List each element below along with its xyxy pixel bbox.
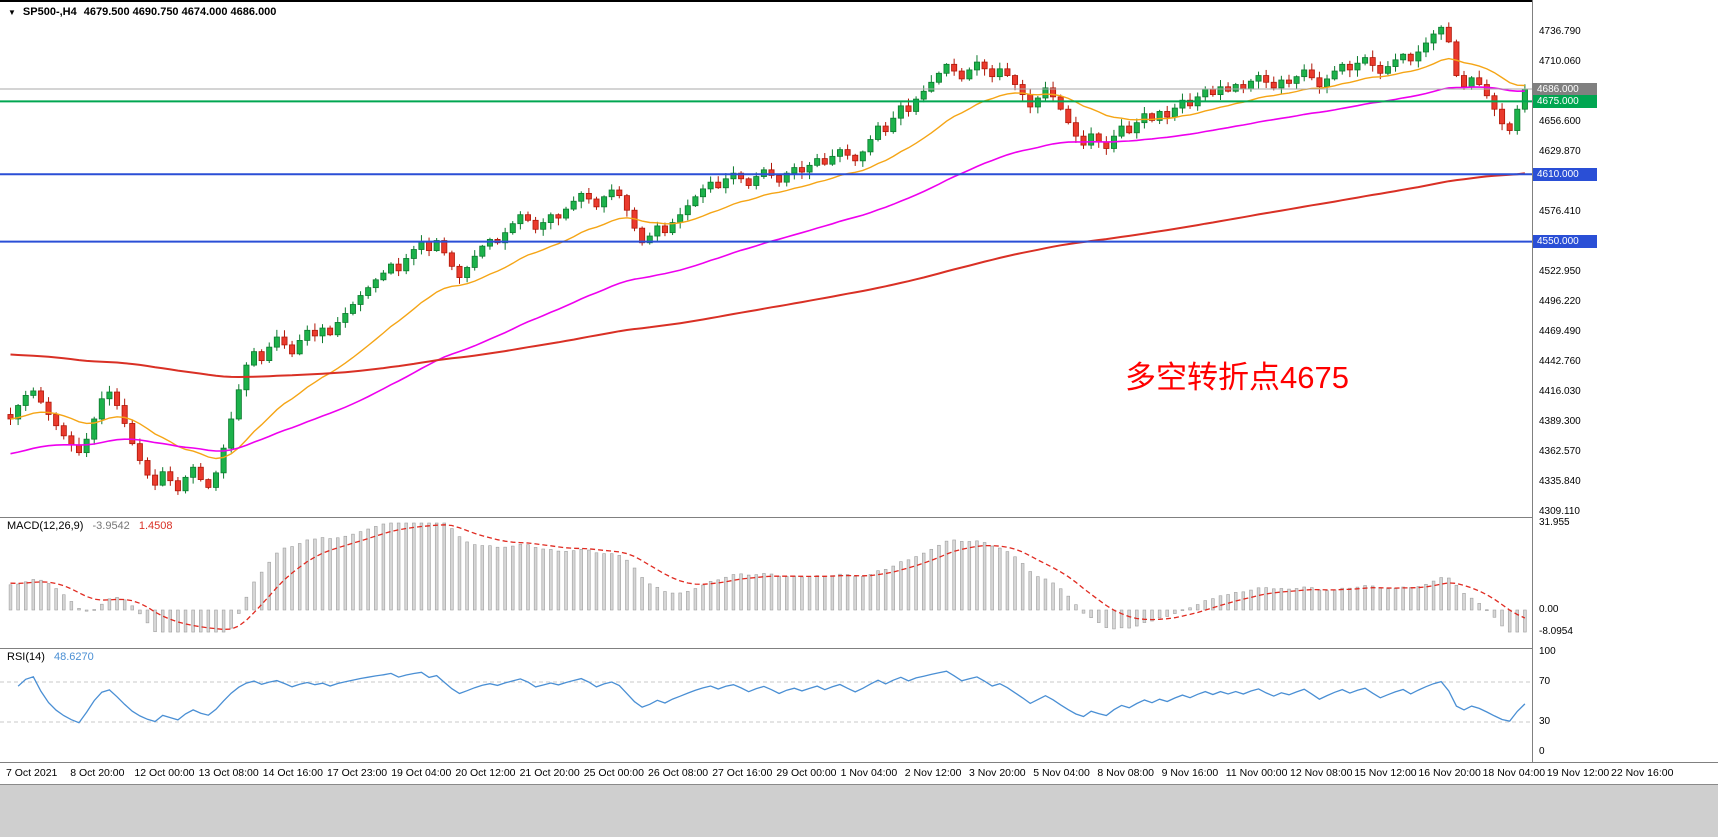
- price-axis-label: 4309.110: [1539, 506, 1580, 517]
- time-axis-label: 29 Oct 00:00: [776, 767, 837, 779]
- window-top-edge: [0, 0, 1718, 2]
- macd-pane: [8, 522, 1527, 633]
- ma-fast-line: [10, 57, 1525, 460]
- horizontal-levels-layer: [0, 88, 1532, 243]
- candles-layer: [7, 22, 1528, 495]
- quote-ohlc: 4679.500 4690.750 4674.000 4686.000: [83, 6, 277, 18]
- macd-scale-label: -8.0954: [1539, 626, 1573, 638]
- time-axis-label: 12 Nov 08:00: [1290, 767, 1353, 779]
- annotation-text: 多空转折点4675: [1125, 360, 1349, 395]
- time-axis-label: 19 Oct 04:00: [391, 767, 452, 779]
- price-level-box: 4550.000: [1533, 235, 1597, 249]
- time-axis-label: 21 Oct 20:00: [519, 767, 580, 779]
- time-axis-label: 18 Nov 04:00: [1482, 767, 1546, 779]
- bottom-strip: [0, 784, 1718, 837]
- time-axis-label: 25 Oct 00:00: [583, 767, 644, 779]
- price-axis-label: 4416.030: [1539, 386, 1581, 397]
- price-axis[interactable]: 4736.790 4710.060 4656.600 4629.870 4576.410…: [1533, 0, 1718, 762]
- price-axis-label: 4656.600: [1539, 116, 1581, 127]
- macd-name: MACD(12,26,9): [7, 520, 84, 532]
- time-axis-label: 15 Nov 12:00: [1354, 767, 1417, 779]
- time-axis-label: 7 Oct 2021: [6, 767, 58, 779]
- rsi-line: [17, 670, 1526, 724]
- rsi-scale-label: 70: [1539, 676, 1551, 687]
- time-axis-label: 22 Nov 16:00: [1611, 767, 1674, 779]
- price-axis-label: 4496.220: [1539, 296, 1581, 307]
- price-level-box: 4686.000: [1533, 82, 1597, 96]
- rsi-value: 48.6270: [53, 651, 94, 663]
- quote-header: ▼ SP500-,H4 4679.500 4690.750 4674.000 4…: [8, 6, 276, 18]
- price-axis-label: 4442.760: [1539, 356, 1581, 367]
- time-axis-label: 19 Nov 12:00: [1546, 767, 1610, 779]
- time-axis-label: 2 Nov 12:00: [904, 767, 962, 779]
- price-axis-label: 4629.870: [1539, 146, 1581, 157]
- macd-indicator-label: MACD(12,26,9) -3.9542 1.4508: [7, 520, 173, 532]
- time-axis-label: 20 Oct 12:00: [455, 767, 516, 779]
- time-axis-label: 5 Nov 04:00: [1033, 767, 1090, 779]
- symbol-timeframe: SP500-,H4: [22, 6, 77, 18]
- time-axis-label: 16 Nov 20:00: [1418, 767, 1481, 779]
- pane-separators: [0, 0, 1718, 763]
- time-axis-label: 26 Oct 08:00: [648, 767, 709, 779]
- rsi-scale-label: 30: [1539, 716, 1551, 727]
- price-axis-label: 4522.950: [1539, 266, 1581, 277]
- time-axis-label: 14 Oct 16:00: [262, 767, 323, 779]
- time-axis-label: 8 Oct 20:00: [70, 767, 125, 779]
- rsi-scale-label: 100: [1539, 646, 1556, 657]
- macd-signal-line: [10, 524, 1526, 631]
- price-axis-label: 4389.300: [1539, 416, 1581, 427]
- rsi-name: RSI(14): [7, 651, 45, 663]
- macd-signal-value: 1.4508: [138, 520, 173, 532]
- time-axis-label: 12 Oct 00:00: [134, 767, 195, 779]
- time-axis-label: 3 Nov 20:00: [969, 767, 1026, 779]
- macd-main-value: -3.9542: [92, 520, 130, 532]
- time-axis-label: 27 Oct 16:00: [712, 767, 773, 779]
- price-axis-label: 4576.410: [1539, 206, 1581, 217]
- time-axis-label: 8 Nov 08:00: [1097, 767, 1155, 779]
- macd-scale-label: 0.00: [1539, 604, 1559, 615]
- rsi-pane: [0, 670, 1532, 724]
- macd-histogram: [8, 522, 1527, 633]
- price-pane: [0, 22, 1532, 495]
- price-level-box: 4610.000: [1533, 167, 1597, 181]
- time-axis-label: 13 Oct 08:00: [198, 767, 259, 779]
- rsi-indicator-label: RSI(14) 48.6270: [7, 651, 94, 663]
- price-axis-label: 4362.570: [1539, 446, 1581, 457]
- macd-scale-label: 31.955: [1539, 517, 1570, 528]
- price-axis-label: 4335.840: [1539, 476, 1581, 487]
- price-axis-label: 4469.490: [1539, 326, 1581, 337]
- time-axis-label: 17 Oct 23:00: [327, 767, 388, 779]
- price-level-box: 4675.000: [1533, 94, 1597, 108]
- price-axis-label: 4736.790: [1539, 26, 1581, 37]
- ma-slow-line: [10, 172, 1526, 379]
- symbol-marker-icon: ▼: [8, 7, 16, 17]
- time-axis-label: 1 Nov 04:00: [840, 767, 898, 779]
- time-axis-label: 11 Nov 00:00: [1225, 767, 1288, 779]
- time-axis[interactable]: 7 Oct 2021 8 Oct 20:00 12 Oct 00:00 13 Oct …: [0, 763, 1718, 784]
- rsi-scale-label: 0: [1539, 746, 1545, 757]
- time-axis-label: 9 Nov 16:00: [1161, 767, 1219, 779]
- price-axis-label: 4710.060: [1539, 56, 1581, 67]
